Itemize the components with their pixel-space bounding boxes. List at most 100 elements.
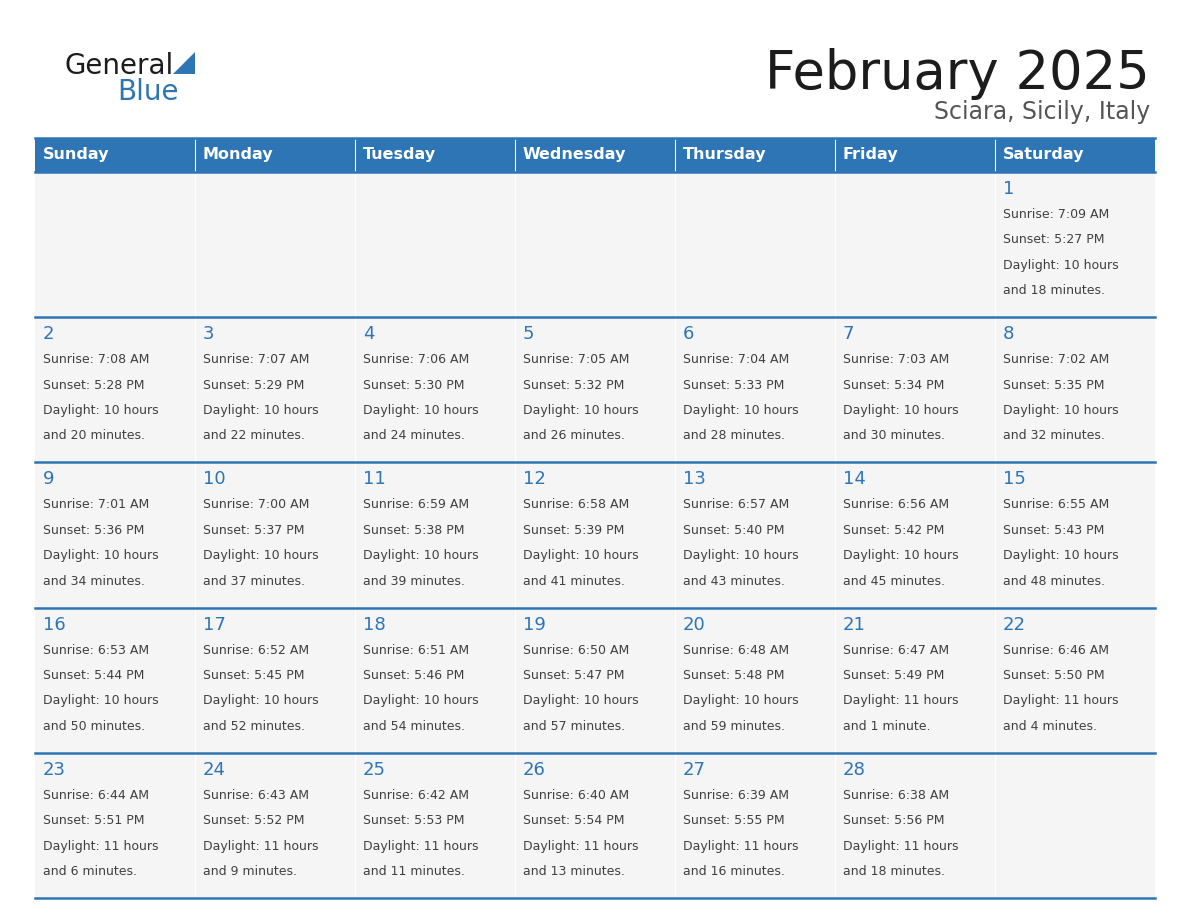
Text: and 9 minutes.: and 9 minutes.	[203, 865, 297, 878]
Text: 8: 8	[1003, 325, 1015, 343]
Text: Daylight: 10 hours: Daylight: 10 hours	[43, 694, 159, 708]
Text: 13: 13	[683, 470, 706, 488]
Text: Sciara, Sicily, Italy: Sciara, Sicily, Italy	[934, 100, 1150, 124]
Bar	[34, 463, 195, 608]
Text: Sunset: 5:54 PM: Sunset: 5:54 PM	[523, 814, 625, 827]
Text: Sunrise: 6:59 AM: Sunrise: 6:59 AM	[364, 498, 469, 511]
Bar	[996, 318, 1155, 463]
Text: 11: 11	[364, 470, 386, 488]
Text: Sunrise: 6:43 AM: Sunrise: 6:43 AM	[203, 789, 309, 801]
Bar	[195, 318, 355, 463]
Text: Sunday: Sunday	[43, 148, 109, 162]
Text: Sunrise: 6:56 AM: Sunrise: 6:56 AM	[843, 498, 949, 511]
Bar	[516, 172, 675, 318]
Text: 1: 1	[1003, 180, 1015, 198]
Bar	[675, 138, 835, 172]
Text: Daylight: 11 hours: Daylight: 11 hours	[1003, 694, 1118, 708]
Text: Sunset: 5:55 PM: Sunset: 5:55 PM	[683, 814, 784, 827]
Text: Sunset: 5:30 PM: Sunset: 5:30 PM	[364, 378, 465, 392]
Text: and 28 minutes.: and 28 minutes.	[683, 430, 785, 442]
Text: Daylight: 10 hours: Daylight: 10 hours	[364, 549, 479, 562]
Text: 18: 18	[364, 616, 386, 633]
Text: Sunset: 5:50 PM: Sunset: 5:50 PM	[1003, 669, 1105, 682]
Bar	[195, 463, 355, 608]
Bar	[516, 463, 675, 608]
Text: 3: 3	[203, 325, 215, 343]
Text: and 57 minutes.: and 57 minutes.	[523, 720, 625, 733]
Text: and 41 minutes.: and 41 minutes.	[523, 575, 625, 588]
Text: 15: 15	[1003, 470, 1026, 488]
Text: 25: 25	[364, 761, 386, 778]
Bar	[835, 138, 996, 172]
Bar	[34, 172, 195, 318]
Text: and 6 minutes.: and 6 minutes.	[43, 865, 137, 878]
Text: Daylight: 10 hours: Daylight: 10 hours	[523, 404, 639, 417]
Text: Sunset: 5:28 PM: Sunset: 5:28 PM	[43, 378, 145, 392]
Text: and 20 minutes.: and 20 minutes.	[43, 430, 145, 442]
Bar	[675, 753, 835, 898]
Text: Daylight: 10 hours: Daylight: 10 hours	[43, 404, 159, 417]
Text: Sunrise: 7:02 AM: Sunrise: 7:02 AM	[1003, 353, 1110, 366]
Text: Sunrise: 6:51 AM: Sunrise: 6:51 AM	[364, 644, 469, 656]
Text: and 16 minutes.: and 16 minutes.	[683, 865, 785, 878]
Text: Daylight: 10 hours: Daylight: 10 hours	[1003, 549, 1119, 562]
Text: Sunset: 5:38 PM: Sunset: 5:38 PM	[364, 524, 465, 537]
Text: Daylight: 11 hours: Daylight: 11 hours	[364, 840, 479, 853]
Text: Sunrise: 7:04 AM: Sunrise: 7:04 AM	[683, 353, 789, 366]
Text: Daylight: 11 hours: Daylight: 11 hours	[203, 840, 318, 853]
Bar	[675, 318, 835, 463]
Text: Sunset: 5:27 PM: Sunset: 5:27 PM	[1003, 233, 1105, 246]
Bar	[516, 753, 675, 898]
Text: Sunset: 5:36 PM: Sunset: 5:36 PM	[43, 524, 145, 537]
Text: February 2025: February 2025	[765, 48, 1150, 100]
Text: 10: 10	[203, 470, 226, 488]
Text: Sunrise: 6:39 AM: Sunrise: 6:39 AM	[683, 789, 789, 801]
Text: 23: 23	[43, 761, 67, 778]
Text: Sunset: 5:32 PM: Sunset: 5:32 PM	[523, 378, 625, 392]
Bar	[195, 753, 355, 898]
Bar	[355, 753, 516, 898]
Text: 19: 19	[523, 616, 545, 633]
Text: Monday: Monday	[203, 148, 273, 162]
Text: and 37 minutes.: and 37 minutes.	[203, 575, 305, 588]
Bar	[675, 608, 835, 753]
Text: Sunset: 5:42 PM: Sunset: 5:42 PM	[843, 524, 944, 537]
Text: Sunrise: 7:03 AM: Sunrise: 7:03 AM	[843, 353, 949, 366]
Text: 17: 17	[203, 616, 226, 633]
Text: Sunrise: 6:38 AM: Sunrise: 6:38 AM	[843, 789, 949, 801]
Text: Sunset: 5:44 PM: Sunset: 5:44 PM	[43, 669, 145, 682]
Text: 2: 2	[43, 325, 55, 343]
Text: Daylight: 10 hours: Daylight: 10 hours	[43, 549, 159, 562]
Text: Sunrise: 6:53 AM: Sunrise: 6:53 AM	[43, 644, 150, 656]
Text: and 1 minute.: and 1 minute.	[843, 720, 930, 733]
Text: Daylight: 10 hours: Daylight: 10 hours	[683, 694, 798, 708]
Text: and 32 minutes.: and 32 minutes.	[1003, 430, 1105, 442]
Bar	[675, 172, 835, 318]
Bar	[516, 318, 675, 463]
Text: Saturday: Saturday	[1003, 148, 1085, 162]
Text: Sunrise: 6:46 AM: Sunrise: 6:46 AM	[1003, 644, 1110, 656]
Text: 12: 12	[523, 470, 545, 488]
Bar	[675, 463, 835, 608]
Text: Daylight: 10 hours: Daylight: 10 hours	[1003, 404, 1119, 417]
Bar	[195, 172, 355, 318]
Text: and 43 minutes.: and 43 minutes.	[683, 575, 785, 588]
Text: Sunset: 5:56 PM: Sunset: 5:56 PM	[843, 814, 944, 827]
Text: and 50 minutes.: and 50 minutes.	[43, 720, 145, 733]
Text: and 4 minutes.: and 4 minutes.	[1003, 720, 1097, 733]
Text: and 39 minutes.: and 39 minutes.	[364, 575, 465, 588]
Text: Sunset: 5:45 PM: Sunset: 5:45 PM	[203, 669, 304, 682]
Bar	[34, 753, 195, 898]
Text: Sunrise: 6:40 AM: Sunrise: 6:40 AM	[523, 789, 630, 801]
Text: Sunrise: 6:44 AM: Sunrise: 6:44 AM	[43, 789, 148, 801]
Text: Sunrise: 6:58 AM: Sunrise: 6:58 AM	[523, 498, 630, 511]
Bar	[996, 172, 1155, 318]
Text: Sunrise: 6:50 AM: Sunrise: 6:50 AM	[523, 644, 630, 656]
Text: Daylight: 10 hours: Daylight: 10 hours	[523, 549, 639, 562]
Text: and 30 minutes.: and 30 minutes.	[843, 430, 944, 442]
Text: Daylight: 11 hours: Daylight: 11 hours	[43, 840, 158, 853]
Text: Daylight: 11 hours: Daylight: 11 hours	[843, 694, 959, 708]
Text: 26: 26	[523, 761, 545, 778]
Text: Sunset: 5:47 PM: Sunset: 5:47 PM	[523, 669, 625, 682]
Text: Daylight: 10 hours: Daylight: 10 hours	[364, 694, 479, 708]
